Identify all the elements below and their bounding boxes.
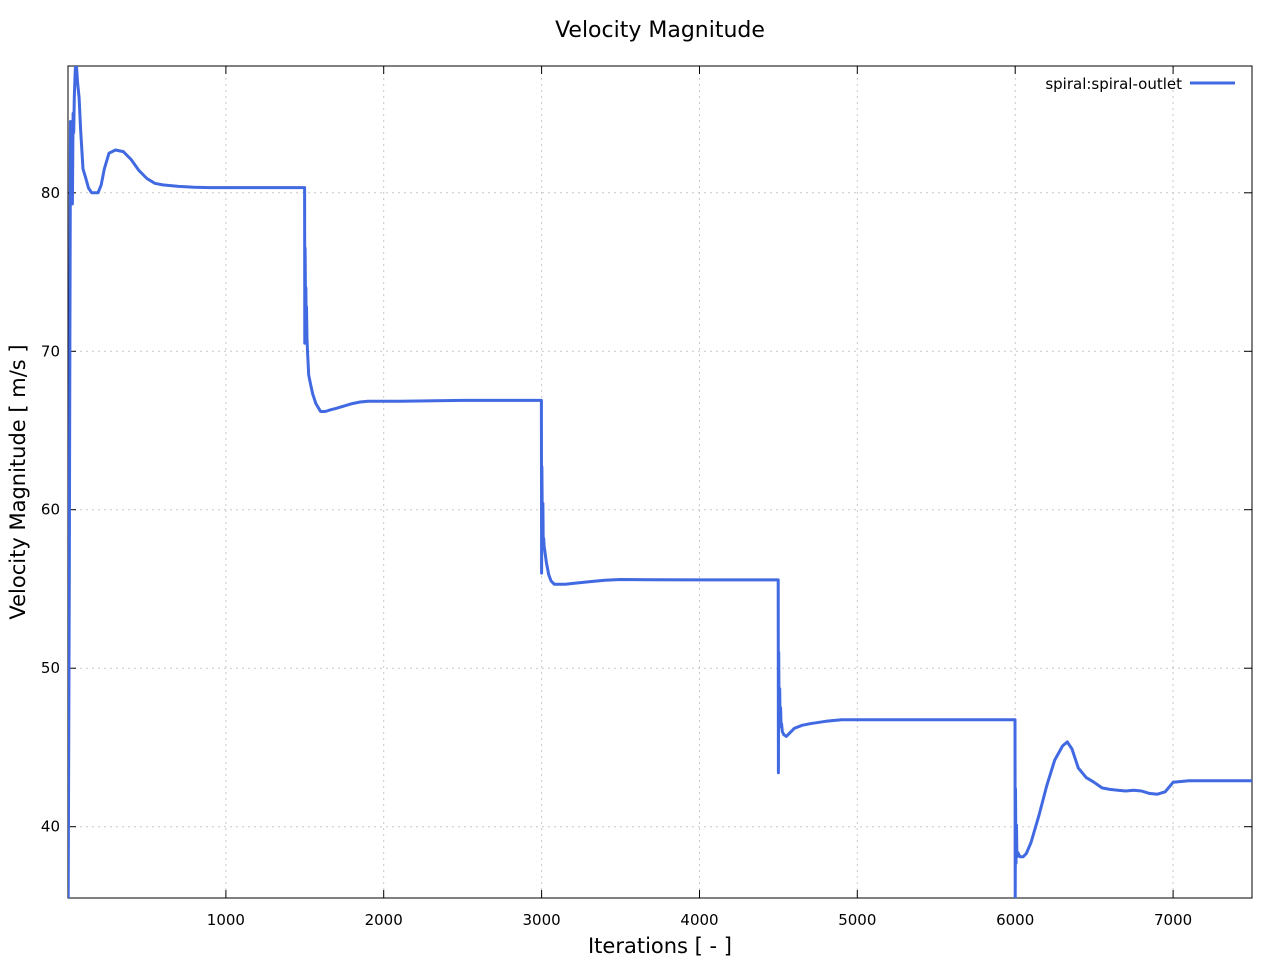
x-tick-label: 7000 xyxy=(1154,911,1192,929)
x-tick-label: 4000 xyxy=(680,911,718,929)
axis-ticks: 1000 2000 3000 4000 5000 6000 7000 40 50 60 70 80 xyxy=(41,66,1252,929)
x-tick-label: 6000 xyxy=(996,911,1034,929)
grid-lines xyxy=(68,66,1252,898)
x-tick-label: 3000 xyxy=(523,911,561,929)
y-tick-label: 40 xyxy=(41,818,60,836)
chart-title: Velocity Magnitude xyxy=(555,18,765,43)
y-tick-label: 60 xyxy=(41,501,60,519)
plot-frame xyxy=(67,65,1253,899)
y-tick-label: 50 xyxy=(41,659,60,677)
x-tick-label: 1000 xyxy=(207,911,245,929)
x-tick-label: 5000 xyxy=(838,911,876,929)
y-axis-title: Velocity Magnitude [ m/s ] xyxy=(6,344,30,619)
series-layer xyxy=(68,66,1252,898)
legend: spiral:spiral-outlet xyxy=(1045,75,1235,93)
y-tick-label: 80 xyxy=(41,184,60,202)
series-line xyxy=(68,66,1252,898)
x-tick-label: 2000 xyxy=(365,911,403,929)
legend-label: spiral:spiral-outlet xyxy=(1045,75,1182,93)
x-axis-title: Iterations [ - ] xyxy=(588,934,732,958)
y-tick-label: 70 xyxy=(41,342,60,360)
